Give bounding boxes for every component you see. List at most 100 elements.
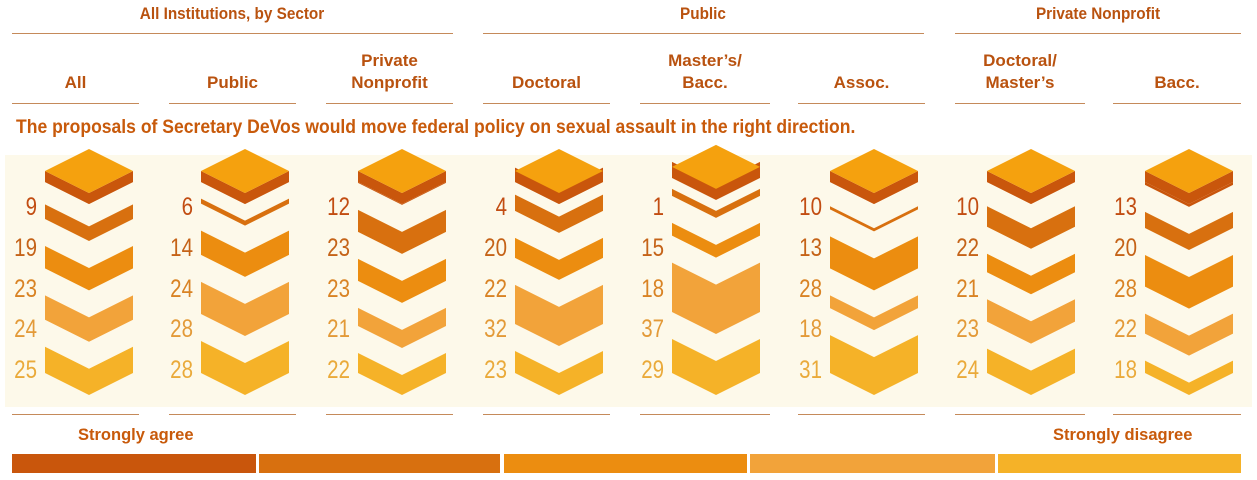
chevron-segment-assoc-4 (830, 295, 918, 331)
data-label: 24 (956, 355, 979, 383)
data-label: 13 (1114, 192, 1137, 220)
chevron-segment-all-2 (45, 204, 133, 242)
chevron-segment-bacc-5 (1145, 360, 1233, 395)
data-label: 19 (14, 233, 37, 261)
data-label: 28 (170, 355, 193, 383)
chevron-segment-assoc-5 (830, 335, 918, 395)
chevron-cap-side (45, 171, 133, 204)
chevron-cap-side (1145, 171, 1233, 204)
chevron-segment-doctoral-3 (515, 237, 603, 280)
column-baseline (640, 414, 770, 415)
data-label: 6 (182, 192, 193, 220)
chevron-segment-public-4 (201, 281, 289, 336)
chevron-segment-doctoral-2 (515, 194, 603, 233)
group-title-public: Public (680, 4, 726, 23)
chevron-segment-public-2 (201, 198, 289, 226)
chevron-segment-bacc-4 (1145, 313, 1233, 356)
column-header-private-nonprofit: Private Nonprofit (351, 51, 428, 92)
legend-bar-1 (12, 454, 256, 473)
data-label: 28 (799, 274, 822, 302)
data-label: 14 (170, 233, 193, 261)
column-header-public: Public (206, 73, 258, 92)
data-label: 1 (653, 192, 664, 220)
column-baseline (1113, 414, 1241, 415)
chevron-cap-side (830, 171, 918, 204)
data-label: 28 (1114, 274, 1137, 302)
data-label: 24 (14, 314, 37, 342)
data-label: 31 (799, 355, 822, 383)
chevron-segment-public-3 (201, 230, 289, 277)
column-baseline (955, 414, 1085, 415)
chevron-segment-mastersbacc-2 (672, 188, 760, 218)
chevron-cap-top (201, 149, 289, 193)
column-header-assoc: Assoc. (833, 73, 890, 92)
column-divider (326, 103, 453, 104)
chevron-segment-privatenonprofit-2 (358, 209, 446, 254)
chevron-segment-doctoralmasters-5 (987, 348, 1075, 395)
data-label: 25 (14, 355, 37, 383)
group-title-all-institutions: All Institutions, by Sector (139, 4, 325, 23)
data-label: 28 (170, 314, 193, 342)
survey-question: The proposals of Secretary DeVos would m… (16, 116, 856, 138)
chevron-segment-assoc-2 (830, 206, 918, 232)
data-label: 23 (484, 355, 507, 383)
data-label: 32 (484, 314, 507, 342)
data-label: 21 (327, 314, 350, 342)
chevron-segment-bacc-3 (1145, 255, 1233, 309)
data-label: 18 (799, 314, 822, 342)
legend-bar-3 (504, 454, 747, 473)
data-label: 22 (484, 274, 507, 302)
column-baseline (12, 414, 139, 415)
chevron-segment-mastersbacc-3 (672, 222, 760, 258)
chevron-cap-side (672, 166, 760, 200)
chevron-cap-side (515, 171, 603, 204)
column-header-bacc: Bacc. (1154, 73, 1200, 92)
chevron-segment-privatenonprofit-5 (358, 352, 446, 395)
chevron-cap-top (1145, 149, 1233, 193)
chevron-segment-public-5 (201, 340, 289, 395)
column-baseline (483, 414, 610, 415)
column-header-masters-bacc: Master’s/ Bacc. (668, 51, 742, 92)
chevron-segment-mastersbacc-4 (672, 262, 760, 335)
data-label: 22 (1114, 314, 1137, 342)
group-divider (12, 33, 453, 34)
data-label: 4 (496, 192, 508, 220)
data-label: 37 (641, 314, 664, 342)
chevron-segment-doctoralmasters-4 (987, 299, 1075, 344)
chevron-cap-side (358, 171, 446, 204)
data-label: 18 (641, 274, 664, 302)
chevron-segment-all-5 (45, 346, 133, 395)
legend-label-strongly-disagree: Strongly disagree (1053, 426, 1193, 444)
legend-bar-2 (259, 454, 500, 473)
chevron-cap-side (201, 171, 289, 204)
data-label: 24 (170, 274, 193, 302)
chevron-segment-doctoral-4 (515, 284, 603, 347)
chevron-segment-assoc-3 (830, 236, 918, 291)
column-divider (12, 103, 139, 104)
column-divider (640, 103, 770, 104)
data-label: 12 (327, 192, 350, 220)
data-label: 10 (956, 192, 979, 220)
data-label: 9 (26, 192, 37, 220)
group-title-private-nonprofit: Private Nonprofit (1035, 4, 1161, 23)
chevron-cap-side (987, 171, 1075, 204)
data-label: 20 (484, 233, 507, 261)
data-label: 13 (799, 233, 822, 261)
data-label: 23 (327, 274, 350, 302)
data-label: 18 (1114, 355, 1137, 383)
chevron-segment-privatenonprofit-4 (358, 307, 446, 348)
data-label: 29 (641, 355, 664, 383)
data-label: 23 (956, 314, 979, 342)
column-divider (1113, 103, 1241, 104)
column-divider (798, 103, 925, 104)
column-divider (955, 103, 1085, 104)
group-divider (483, 33, 924, 34)
chevron-cap-top (830, 149, 918, 193)
data-label: 23 (14, 274, 37, 302)
chevron-segment-mastersbacc-5 (672, 339, 760, 395)
chevron-cap-top (672, 144, 760, 189)
chevron-segment-doctoralmasters-3 (987, 253, 1075, 295)
chevron-segment-all-4 (45, 295, 133, 342)
column-header-doctoral-masters: Doctoral/ Master’s (983, 51, 1057, 92)
chevron-cap-top (45, 149, 133, 193)
